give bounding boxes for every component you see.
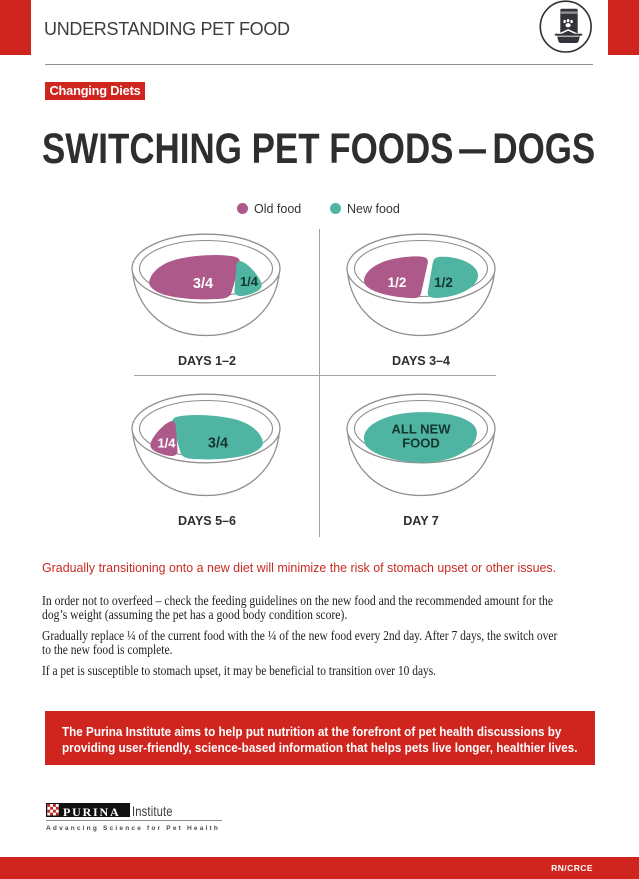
svg-text:ALL NEW: ALL NEW [392, 422, 452, 437]
svg-text:3/4: 3/4 [208, 436, 228, 452]
svg-text:1/2: 1/2 [388, 275, 407, 290]
svg-text:1/4: 1/4 [240, 274, 259, 289]
svg-text:FOOD: FOOD [402, 436, 440, 451]
svg-text:3/4: 3/4 [193, 276, 213, 292]
svg-text:1/4: 1/4 [157, 436, 176, 451]
svg-text:1/2: 1/2 [434, 275, 453, 290]
